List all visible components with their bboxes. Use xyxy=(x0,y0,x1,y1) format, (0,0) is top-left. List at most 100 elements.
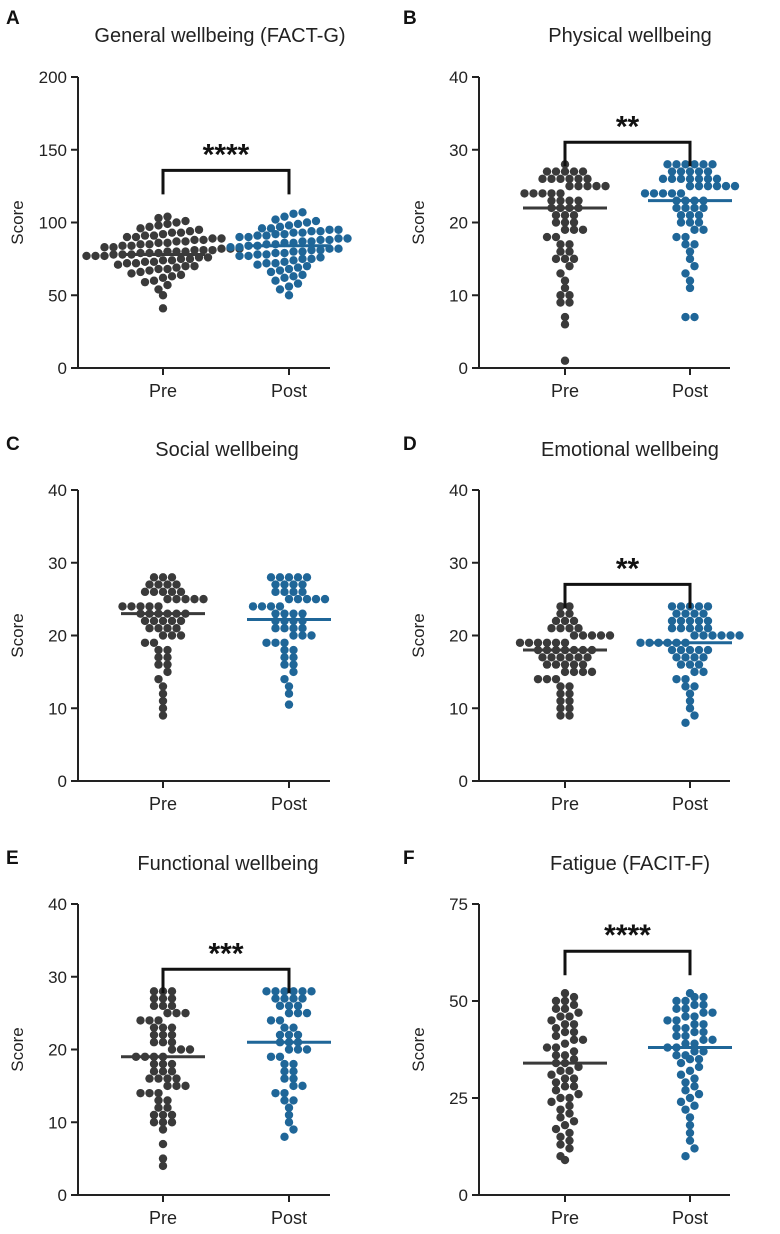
data-point-pre xyxy=(556,269,565,278)
data-point-pre xyxy=(551,1051,561,1060)
data-point-pre xyxy=(565,1101,574,1110)
y-tick-label: 0 xyxy=(58,359,67,378)
data-point-pre xyxy=(163,594,172,604)
data-point-pre xyxy=(158,1125,168,1134)
data-point-pre xyxy=(149,573,159,582)
data-point-pre xyxy=(565,174,574,184)
data-point-post xyxy=(289,1067,298,1076)
data-point-post xyxy=(699,631,708,640)
data-point-post xyxy=(271,215,280,224)
data-point-post xyxy=(325,235,334,245)
data-point-pre xyxy=(145,1016,154,1025)
data-point-pre xyxy=(149,616,159,626)
data-point-pre xyxy=(199,594,208,604)
data-point-post xyxy=(289,1023,298,1032)
data-point-post xyxy=(672,1004,681,1013)
data-point-post xyxy=(293,1045,303,1054)
data-point-post xyxy=(280,580,289,589)
panel-letter: F xyxy=(403,848,415,869)
data-point-post xyxy=(293,279,303,288)
data-point-post xyxy=(685,704,695,713)
y-tick-label: 50 xyxy=(48,286,67,305)
data-point-post xyxy=(681,1012,690,1021)
y-tick-label: 20 xyxy=(449,627,468,646)
data-point-post xyxy=(298,228,307,237)
data-point-pre xyxy=(538,653,547,662)
data-point-post xyxy=(293,219,303,229)
data-point-post xyxy=(699,1035,708,1045)
data-point-pre xyxy=(560,167,570,176)
chart-panel-b: B Physical wellbeing 0 10 20 30 40 Score Pre Post… xyxy=(403,8,740,401)
data-point-pre xyxy=(140,638,150,647)
data-point-post xyxy=(334,225,343,234)
data-point-pre xyxy=(556,1113,565,1122)
data-point-pre xyxy=(167,272,177,281)
y-tick-label: 40 xyxy=(449,481,468,500)
data-point-pre xyxy=(176,587,186,597)
data-point-post xyxy=(667,624,677,633)
data-point-post xyxy=(334,244,343,253)
data-point-post xyxy=(298,994,307,1003)
data-point-post xyxy=(681,674,690,684)
data-point-post xyxy=(667,174,677,184)
data-point-post xyxy=(690,240,699,249)
data-point-post xyxy=(685,211,695,220)
data-point-post xyxy=(663,160,672,169)
data-point-pre xyxy=(163,1081,172,1091)
data-point-post xyxy=(266,602,276,611)
data-point-pre xyxy=(145,1088,154,1098)
y-tick-label: 30 xyxy=(48,554,67,573)
data-point-pre xyxy=(560,989,570,998)
panel-letter: E xyxy=(6,848,19,869)
data-point-post xyxy=(343,234,352,243)
data-point-pre xyxy=(145,1074,154,1083)
data-point-post xyxy=(289,667,298,677)
data-point-pre xyxy=(574,196,583,205)
data-point-post xyxy=(302,594,312,604)
data-point-post xyxy=(280,645,289,655)
data-point-post xyxy=(271,248,280,258)
data-point-post xyxy=(685,1120,695,1130)
data-point-pre xyxy=(551,1124,561,1134)
data-point-post xyxy=(658,174,668,184)
data-point-post xyxy=(311,216,321,226)
data-point-pre xyxy=(565,247,574,256)
data-point-pre xyxy=(149,1110,159,1120)
data-point-post xyxy=(658,189,668,198)
data-point-pre xyxy=(524,638,534,647)
data-point-post xyxy=(271,994,280,1003)
data-point-pre xyxy=(176,228,186,237)
data-point-pre xyxy=(560,320,570,329)
data-point-pre xyxy=(154,1074,163,1083)
data-point-pre xyxy=(158,1139,168,1149)
data-point-post xyxy=(284,594,294,604)
data-point-pre xyxy=(551,660,561,669)
data-point-pre xyxy=(190,235,199,245)
y-axis-label: Score xyxy=(8,1027,27,1071)
data-point-post xyxy=(235,232,244,242)
x-category-label: Post xyxy=(672,794,708,814)
chart-title: Social wellbeing xyxy=(155,439,298,461)
significance-label: *** xyxy=(208,937,243,970)
significance-label: **** xyxy=(604,919,651,952)
data-point-pre xyxy=(145,240,154,249)
data-point-post xyxy=(690,203,699,213)
data-point-pre xyxy=(556,682,565,691)
data-point-post xyxy=(699,1020,708,1029)
data-point-post xyxy=(298,254,307,264)
y-tick-label: 150 xyxy=(39,141,67,160)
data-point-pre xyxy=(154,674,163,684)
data-point-post xyxy=(293,1008,303,1018)
data-point-post xyxy=(694,616,704,626)
data-point-post xyxy=(636,638,645,647)
data-point-post xyxy=(266,267,276,277)
data-point-pre xyxy=(158,1110,168,1120)
data-point-pre xyxy=(565,653,574,662)
data-point-post xyxy=(280,1067,289,1076)
data-point-pre xyxy=(172,624,181,633)
data-point-pre xyxy=(154,213,163,223)
data-point-post xyxy=(681,312,690,322)
data-point-pre xyxy=(560,1074,570,1083)
data-point-pre xyxy=(560,1120,570,1130)
data-point-post xyxy=(685,1113,695,1122)
